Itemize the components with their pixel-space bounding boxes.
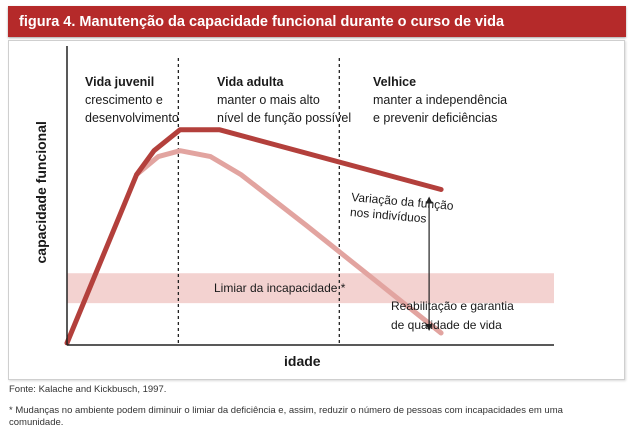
stage-desc-line: e prevenir deficiências: [373, 111, 497, 125]
series-line-decline: [134, 148, 444, 336]
stage-desc-line: nível de função possível: [217, 111, 351, 125]
stage-desc-line: manter o mais alto: [217, 93, 320, 107]
series-line-maintained: [64, 127, 444, 346]
arrow-head-up: [425, 196, 433, 204]
x-axis-label: idade: [284, 353, 321, 369]
stage-title: Vida juvenil: [85, 75, 154, 89]
stage-juvenile: Vida juvenil crescimento e desenvolvimen…: [85, 75, 179, 125]
chart-frame: Limiar da incapacidade * Vida juvenil cr…: [8, 40, 625, 380]
life-course-chart: Limiar da incapacidade * Vida juvenil cr…: [33, 46, 554, 369]
threshold-band: [67, 273, 554, 304]
stage-title: Vida adulta: [217, 75, 285, 89]
stage-title: Velhice: [373, 75, 416, 89]
variation-line: nos indivíduos: [349, 205, 427, 226]
y-axis-label: capacidade funcional: [33, 121, 49, 263]
footnote: * Mudanças no ambiente podem diminuir o …: [9, 405, 563, 428]
figure-title-bar: figura 4. Manutenção da capacidade funci…: [8, 6, 626, 37]
figure-title: figura 4. Manutenção da capacidade funci…: [19, 13, 505, 30]
rehab-line: Reabilitação e garantia: [391, 299, 514, 313]
stage-old-age: Velhice manter a independência e preveni…: [373, 75, 507, 125]
stage-desc-line: desenvolvimento: [85, 111, 179, 125]
stage-adult: Vida adulta manter o mais alto nível de …: [217, 75, 351, 125]
variation-annotation: Variação da função nos indivíduos: [349, 190, 454, 226]
threshold-label: Limiar da incapacidade *: [214, 281, 346, 295]
arrow-head-down: [425, 324, 433, 332]
rehab-line: de qualidade de vida: [391, 318, 502, 332]
stage-desc-line: manter a independência: [373, 93, 507, 107]
stage-desc-line: crescimento e: [85, 93, 163, 107]
source-note: Fonte: Kalache and Kickbusch, 1997.: [9, 384, 167, 395]
